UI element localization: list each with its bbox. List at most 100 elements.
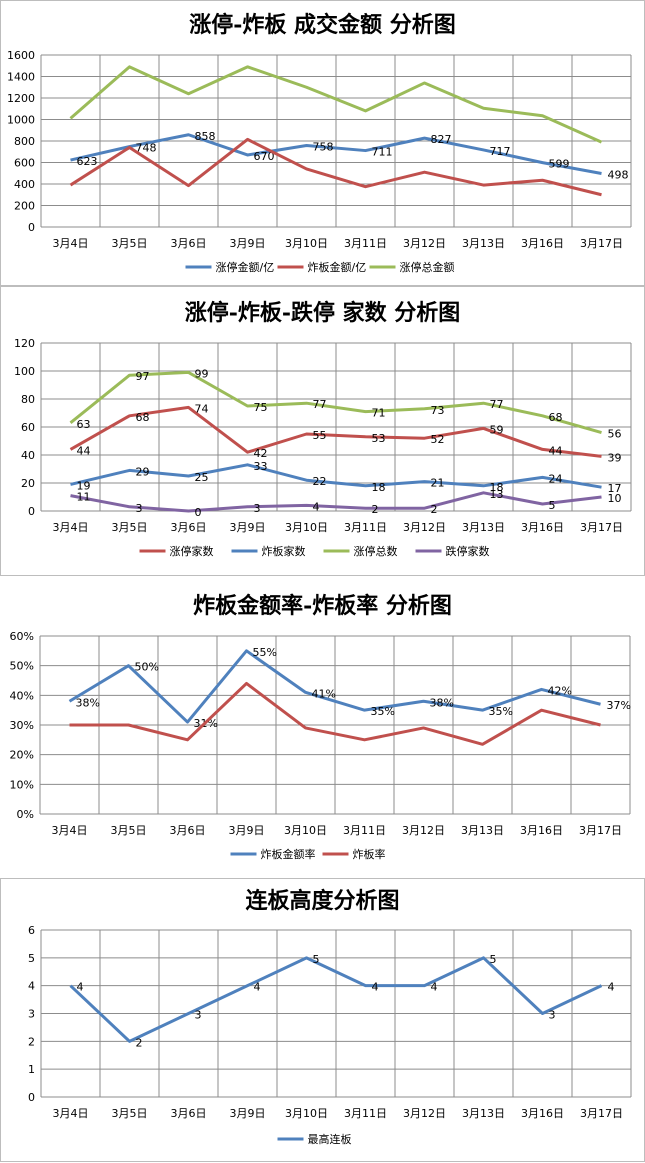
x-tick-label: 3月12日	[403, 521, 446, 534]
x-tick-label: 3月13日	[462, 237, 505, 250]
x-tick-label: 3月6日	[171, 1107, 207, 1120]
y-tick-label: 120	[14, 337, 35, 350]
legend-label: 涨停金额/亿	[216, 260, 275, 274]
chart-height: 0 1 2 3 4 5 6 3月4日 3月5日 3月6日 3月9日 3月10日 3月11日 3月12日 3月…	[28, 924, 632, 1146]
y-tick-label: 50%	[10, 660, 34, 673]
x-tick-label: 3月6日	[171, 237, 207, 250]
x-tick-label: 3月12日	[403, 237, 446, 250]
data-label: 21	[431, 477, 445, 490]
chart-title: 涨停-炸板-跌停 家数 分析图	[184, 300, 461, 326]
legend-label: 炸板金额率	[261, 847, 316, 861]
data-label: 35%	[371, 705, 395, 718]
data-label: 717	[490, 145, 511, 158]
legend-label: 涨停总金额	[400, 260, 455, 274]
series-line	[70, 463, 602, 489]
series-line	[69, 370, 602, 435]
data-label: 498	[608, 168, 629, 181]
legend-label: 涨停总数	[354, 544, 398, 558]
x-tick-label: 3月12日	[403, 1107, 446, 1120]
series-line	[70, 491, 602, 513]
chart-panel-rates: 炸板金额率-炸板率 分析图 0% 10% 20% 30% 40% 50% 60% 3月4日 3月…	[0, 576, 645, 878]
x-tick-label: 3月4日	[53, 521, 89, 534]
data-label: 18	[490, 481, 504, 494]
y-tick-label: 4	[28, 980, 35, 993]
x-tick-label: 3月17日	[579, 824, 622, 837]
series-line	[69, 405, 602, 458]
series-line	[69, 681, 601, 746]
data-label: 748	[136, 142, 157, 155]
y-tick-label: 40	[21, 449, 35, 462]
y-tick-label: 0%	[17, 808, 34, 821]
data-label: 4	[254, 981, 261, 994]
data-label: 4	[372, 981, 379, 994]
legend-label: 炸板率	[353, 847, 386, 861]
y-tick-label: 40%	[10, 689, 34, 702]
legend-label: 跌停家数	[446, 544, 490, 558]
x-tick-label: 3月17日	[580, 521, 623, 534]
x-tick-label: 3月13日	[462, 1107, 505, 1120]
x-tick-label: 3月9日	[230, 521, 266, 534]
data-label: 39	[608, 451, 622, 464]
data-label: 38%	[430, 696, 454, 709]
data-label: 74	[195, 402, 209, 415]
series-line	[69, 137, 602, 197]
x-tick-label: 3月10日	[285, 237, 328, 250]
data-label: 68	[136, 411, 150, 424]
x-tick-label: 3月16日	[520, 824, 563, 837]
x-tick-label: 3月16日	[521, 1107, 564, 1120]
series-line	[69, 956, 603, 1043]
data-label: 42	[254, 447, 268, 460]
x-tick-label: 3月10日	[285, 1107, 328, 1120]
x-tick-label: 3月17日	[580, 237, 623, 250]
data-label: 42%	[548, 684, 572, 697]
data-label: 41%	[312, 687, 336, 700]
data-label: 4	[313, 500, 320, 513]
data-label: 37%	[607, 699, 631, 712]
y-tick-label: 600	[14, 157, 35, 170]
y-tick-label: 60	[21, 421, 35, 434]
x-tick-label: 3月13日	[461, 824, 504, 837]
data-label: 68	[549, 411, 563, 424]
y-tick-label: 100	[14, 365, 35, 378]
x-tick-label: 3月5日	[112, 237, 148, 250]
data-label: 99	[195, 367, 209, 380]
data-label: 55%	[253, 646, 277, 659]
data-label: 22	[313, 475, 327, 488]
data-label: 10	[608, 492, 622, 505]
chart-panel-amount: 涨停-炸板 成交金额 分析图 0 200 400 600 800 1000 1200 1400…	[0, 0, 645, 286]
x-tick-label: 3月11日	[344, 1107, 387, 1120]
x-tick-label: 3月11日	[344, 521, 387, 534]
data-label: 711	[372, 146, 393, 159]
y-tick-label: 0	[28, 1091, 35, 1104]
y-tick-label: 1400	[7, 71, 35, 84]
series-line	[69, 65, 603, 144]
x-tick-label: 3月10日	[285, 521, 328, 534]
y-tick-label: 1600	[7, 49, 35, 62]
data-label: 63	[77, 418, 91, 431]
data-label: 77	[490, 398, 504, 411]
data-label: 35%	[489, 705, 513, 718]
x-tick-label: 3月6日	[171, 521, 207, 534]
chart-rates: 0% 10% 20% 30% 40% 50% 60% 3月4日 3月5日 3月6日 3月9日 3月10…	[10, 630, 631, 861]
y-tick-label: 30%	[10, 719, 34, 732]
y-tick-label: 5	[28, 952, 35, 965]
series-line	[68, 649, 601, 724]
data-label: 53	[372, 432, 386, 445]
y-tick-label: 1200	[7, 92, 35, 105]
data-label: 75	[254, 401, 268, 414]
legend-label: 炸板家数	[262, 544, 306, 558]
data-label: 2	[136, 1036, 143, 1049]
data-label: 50%	[135, 661, 159, 674]
data-label: 5	[313, 953, 320, 966]
x-tick-label: 3月5日	[111, 824, 147, 837]
x-tick-label: 3月4日	[53, 237, 89, 250]
data-label: 3	[549, 1009, 556, 1022]
data-label: 758	[313, 141, 334, 154]
y-tick-label: 1	[28, 1063, 35, 1076]
legend-label: 最高连板	[308, 1132, 352, 1146]
y-tick-label: 20	[21, 477, 35, 490]
chart-title: 连板高度分析图	[245, 888, 400, 914]
y-tick-label: 200	[14, 200, 35, 213]
data-label: 19	[77, 479, 91, 492]
data-label: 3	[195, 1009, 202, 1022]
